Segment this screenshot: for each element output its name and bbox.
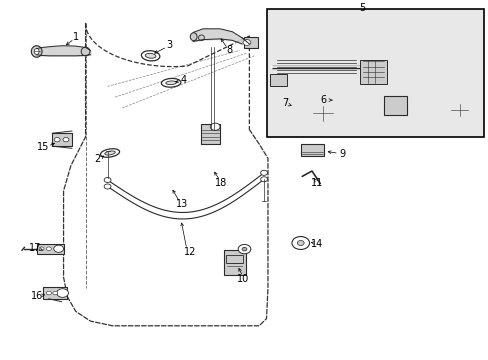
Ellipse shape bbox=[145, 53, 156, 58]
Text: 4: 4 bbox=[180, 75, 186, 85]
Bar bbox=[269, 74, 286, 86]
Circle shape bbox=[54, 138, 60, 142]
Circle shape bbox=[46, 247, 51, 251]
Ellipse shape bbox=[165, 81, 176, 85]
Circle shape bbox=[291, 237, 309, 249]
Bar bbox=[266, 9, 483, 137]
Bar bbox=[37, 244, 63, 254]
Circle shape bbox=[46, 291, 51, 295]
Circle shape bbox=[273, 80, 281, 86]
Circle shape bbox=[63, 138, 69, 142]
Text: 9: 9 bbox=[339, 149, 345, 159]
Text: 11: 11 bbox=[310, 178, 323, 188]
Bar bbox=[43, 287, 67, 299]
Text: 18: 18 bbox=[214, 178, 227, 188]
Text: 15: 15 bbox=[37, 142, 49, 152]
Bar bbox=[383, 96, 407, 115]
Circle shape bbox=[450, 104, 467, 116]
Circle shape bbox=[387, 100, 403, 112]
Bar bbox=[300, 144, 324, 156]
Text: 2: 2 bbox=[95, 154, 101, 164]
Circle shape bbox=[57, 289, 68, 297]
Circle shape bbox=[318, 111, 326, 116]
Text: 17: 17 bbox=[29, 243, 41, 253]
Text: 3: 3 bbox=[166, 40, 172, 50]
Bar bbox=[225, 255, 243, 263]
Text: 12: 12 bbox=[183, 247, 196, 257]
Ellipse shape bbox=[34, 49, 39, 54]
Text: 10: 10 bbox=[237, 274, 249, 284]
Ellipse shape bbox=[104, 151, 115, 155]
Circle shape bbox=[39, 247, 44, 251]
Circle shape bbox=[54, 245, 63, 252]
Text: 13: 13 bbox=[175, 199, 188, 210]
Circle shape bbox=[243, 40, 250, 45]
Circle shape bbox=[281, 77, 287, 81]
Circle shape bbox=[455, 107, 462, 112]
Text: 8: 8 bbox=[226, 45, 232, 55]
Ellipse shape bbox=[141, 51, 160, 61]
Text: 14: 14 bbox=[310, 239, 323, 249]
Bar bbox=[201, 124, 220, 144]
Text: 6: 6 bbox=[320, 95, 326, 105]
Circle shape bbox=[242, 247, 246, 251]
Circle shape bbox=[53, 291, 58, 295]
Bar bbox=[52, 133, 72, 146]
Bar bbox=[243, 37, 258, 48]
Bar bbox=[224, 250, 245, 275]
Circle shape bbox=[104, 177, 111, 183]
Ellipse shape bbox=[190, 33, 197, 41]
Circle shape bbox=[392, 104, 398, 108]
Ellipse shape bbox=[31, 46, 42, 57]
Circle shape bbox=[260, 177, 267, 182]
Circle shape bbox=[238, 244, 250, 254]
Text: 7: 7 bbox=[282, 98, 287, 108]
Circle shape bbox=[297, 240, 304, 246]
Bar bbox=[360, 60, 386, 84]
Text: 5: 5 bbox=[358, 3, 364, 13]
Ellipse shape bbox=[161, 78, 181, 87]
Ellipse shape bbox=[100, 149, 120, 157]
Ellipse shape bbox=[81, 47, 90, 56]
Circle shape bbox=[260, 170, 267, 175]
Circle shape bbox=[104, 184, 111, 189]
Text: 16: 16 bbox=[30, 291, 43, 301]
Ellipse shape bbox=[198, 35, 204, 41]
Circle shape bbox=[312, 106, 332, 121]
Circle shape bbox=[210, 123, 220, 130]
Text: 1: 1 bbox=[73, 32, 79, 42]
